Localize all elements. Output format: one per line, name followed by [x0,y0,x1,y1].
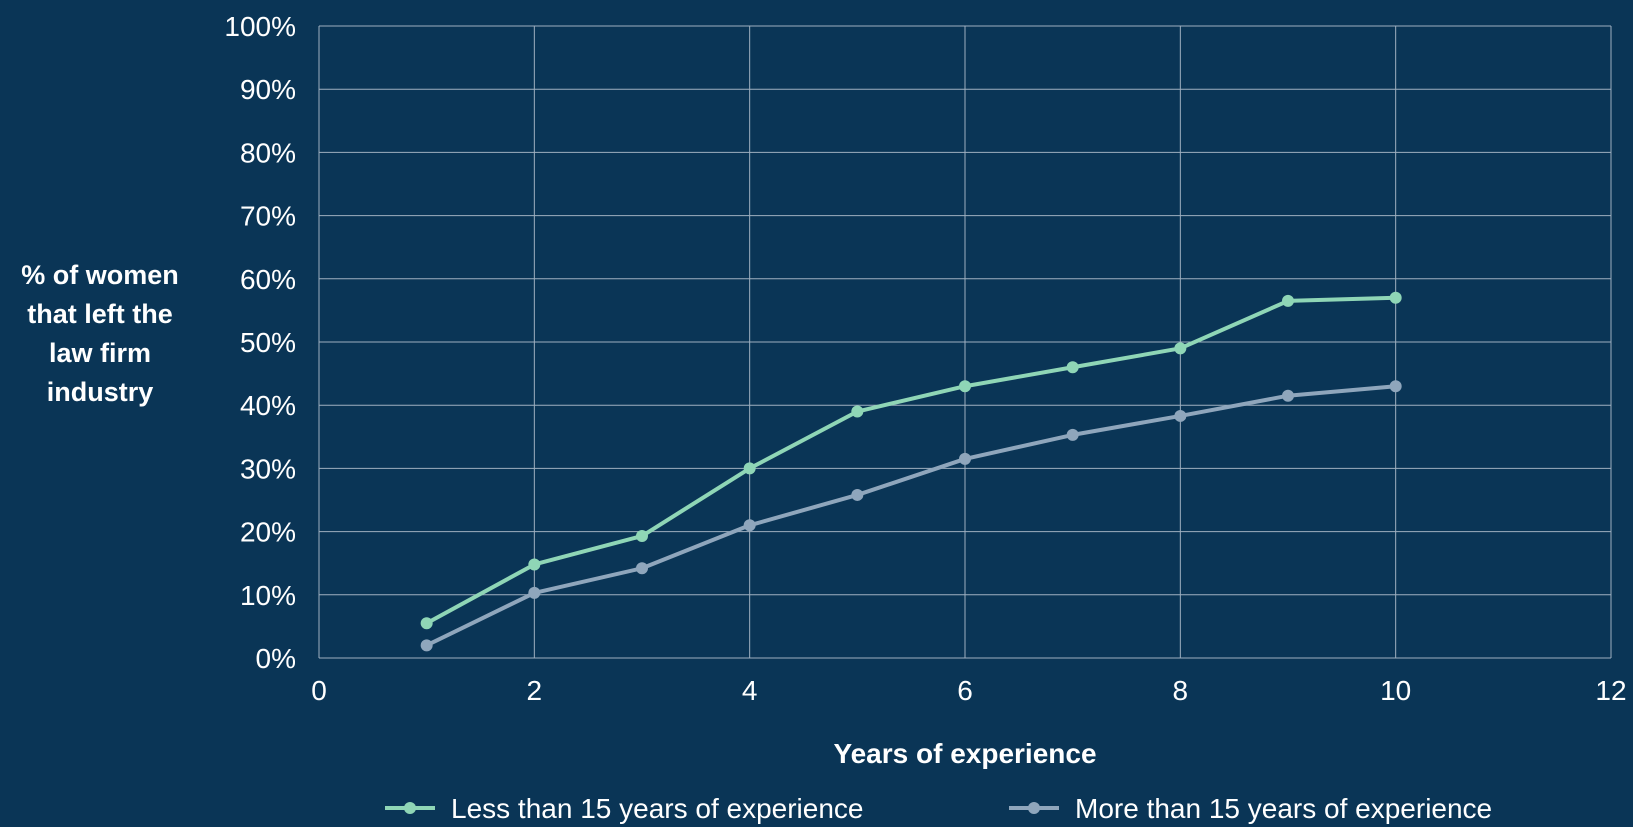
y-tick-label: 10% [240,580,296,611]
y-tick-label: 100% [224,11,296,42]
y-axis-title-line: law firm [48,338,152,368]
y-tick-label: 30% [240,453,296,484]
data-point [528,558,541,571]
x-tick-label: 8 [1173,675,1189,706]
series-layer [420,291,1402,652]
series-line [425,295,1396,625]
y-tick-label: 50% [240,327,296,358]
data-point [1282,389,1294,402]
gridlines [318,25,1612,659]
y-tick-label: 90% [240,74,296,105]
x-axis-title: Years of experience [833,738,1096,769]
data-point [1389,380,1402,393]
legend-label: More than 15 years of experience [1075,793,1492,824]
data-point [743,462,756,475]
data-point [420,617,433,630]
data-point [420,639,433,652]
data-point [1174,342,1187,355]
data-point [636,562,648,575]
x-tick-label: 10 [1380,675,1411,706]
y-tick-label: 70% [240,201,296,232]
legend: Less than 15 years of experience More tha… [385,793,1492,824]
axis-ticks: 0% 10% 20% 30% 40% 50% 60% 70% 80% 90% 100% 0 2 4 6 8 10… [224,11,1626,706]
y-axis-title-line: industry [46,377,154,407]
data-point [1282,294,1294,307]
data-point [743,519,756,532]
data-point [1389,291,1402,304]
legend-swatch-marker [1028,802,1040,814]
data-point [851,488,864,501]
x-tick-label: 12 [1595,675,1626,706]
y-tick-label: 20% [240,517,296,548]
data-point [1174,409,1187,422]
legend-label: Less than 15 years of experience [451,793,863,824]
data-point [528,586,541,599]
data-point [851,405,864,418]
data-point [636,530,648,543]
y-tick-label: 80% [240,137,296,168]
data-point [1066,428,1079,441]
y-tick-label: 40% [240,390,296,421]
legend-swatch-marker [404,802,416,814]
x-tick-label: 6 [957,675,973,706]
y-tick-label: 0% [256,643,296,674]
y-axis-title: % of women that left the law firm indust… [8,256,192,412]
x-tick-label: 4 [742,675,758,706]
y-tick-label: 60% [240,264,296,295]
y-axis-title-line: % of women [21,260,179,290]
data-point [959,452,971,465]
series-line [425,384,1396,648]
data-point [1066,361,1079,374]
data-point [959,380,971,393]
x-tick-label: 0 [311,675,327,706]
y-axis-title-line: that left the [27,299,173,329]
x-tick-label: 2 [527,675,543,706]
